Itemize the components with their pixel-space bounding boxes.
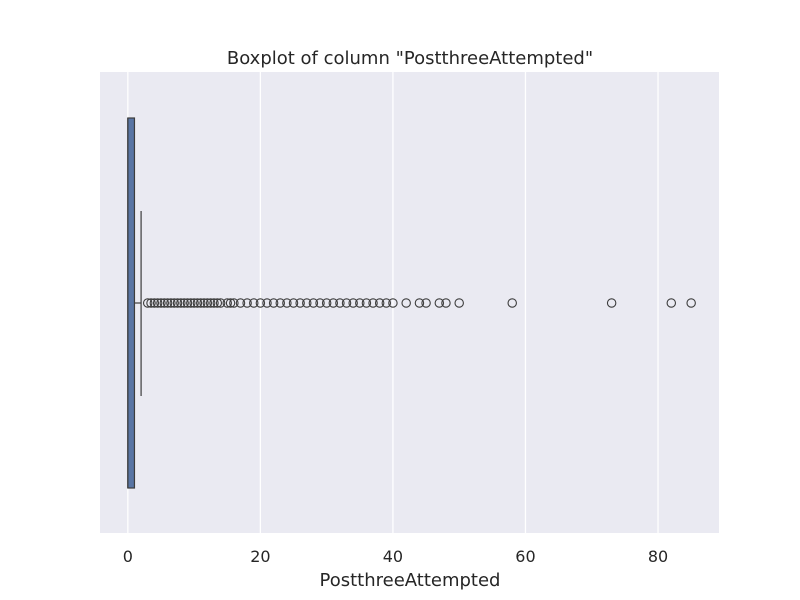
- outlier-point: [302, 298, 312, 308]
- outlier-point: [229, 298, 239, 308]
- outlier-point: [374, 298, 385, 308]
- outlier-point: [156, 298, 166, 308]
- x-tick-label-60: 60: [515, 547, 535, 566]
- outlier-point: [255, 298, 266, 308]
- outlier-point: [262, 298, 272, 308]
- outlier-point: [666, 298, 677, 308]
- outlier-point: [315, 298, 325, 308]
- outlier-point: [209, 298, 219, 308]
- outlier-point: [361, 298, 372, 308]
- outlier-point: [222, 298, 232, 308]
- outlier-point: [195, 298, 206, 308]
- x-tick-label-80: 80: [648, 547, 668, 566]
- outlier-point: [368, 298, 378, 308]
- outlier-point: [295, 298, 305, 308]
- outlier-point: [172, 298, 183, 308]
- outlier-point: [205, 298, 216, 308]
- outlier-point: [186, 298, 196, 308]
- outlier-point: [421, 298, 431, 308]
- outlier-point: [401, 298, 411, 308]
- outlier-point: [182, 298, 193, 308]
- outlier-point: [381, 298, 392, 308]
- outlier-point: [225, 298, 236, 308]
- outlier-point: [166, 298, 176, 308]
- outlier-point: [328, 298, 339, 308]
- outlier-point: [454, 298, 464, 308]
- outlier-point: [388, 298, 398, 308]
- outlier-point: [606, 298, 617, 308]
- outlier-point: [434, 298, 445, 308]
- outlier-point: [686, 298, 696, 308]
- outlier-point: [507, 298, 517, 308]
- outlier-point: [441, 298, 451, 308]
- x-axis-label: PostthreeAttempted: [320, 570, 501, 591]
- outlier-point: [275, 298, 286, 308]
- outlier-point: [355, 298, 365, 308]
- outlier-point: [321, 298, 332, 308]
- x-tick-label-20: 20: [250, 547, 270, 566]
- outlier-point: [268, 298, 279, 308]
- outlier-point: [159, 298, 170, 308]
- outlier-point: [192, 298, 203, 308]
- outlier-point: [242, 298, 252, 308]
- outlier-point: [202, 298, 213, 308]
- outlier-point: [249, 298, 259, 308]
- outlier-point: [282, 298, 292, 308]
- outlier-point: [176, 298, 186, 308]
- x-tick-label-0: 0: [123, 547, 133, 566]
- box-group: [127, 117, 142, 489]
- outlier-point: [212, 298, 223, 308]
- outlier-point: [162, 298, 173, 308]
- outlier-points: [142, 298, 696, 308]
- outlier-point: [308, 298, 319, 308]
- outlier-point: [235, 298, 246, 308]
- outlier-point: [414, 298, 425, 308]
- outlier-point: [169, 298, 179, 308]
- outlier-point: [146, 298, 156, 308]
- outlier-point: [348, 298, 358, 308]
- outlier-point: [142, 298, 153, 308]
- outlier-point: [199, 298, 209, 308]
- outlier-point: [341, 298, 352, 308]
- outlier-point: [149, 298, 160, 308]
- outlier-point: [288, 298, 299, 308]
- x-axis-ticks: 0 20 40 60 80: [123, 547, 668, 566]
- iqr-box: [127, 117, 136, 489]
- outlier-point: [189, 298, 199, 308]
- outlier-point: [215, 298, 226, 308]
- outlier-point: [152, 298, 163, 308]
- x-tick-label-40: 40: [383, 547, 403, 566]
- outlier-point: [335, 298, 345, 308]
- outlier-point: [179, 298, 189, 308]
- chart-title: Boxplot of column "PostthreeAttempted": [227, 48, 593, 69]
